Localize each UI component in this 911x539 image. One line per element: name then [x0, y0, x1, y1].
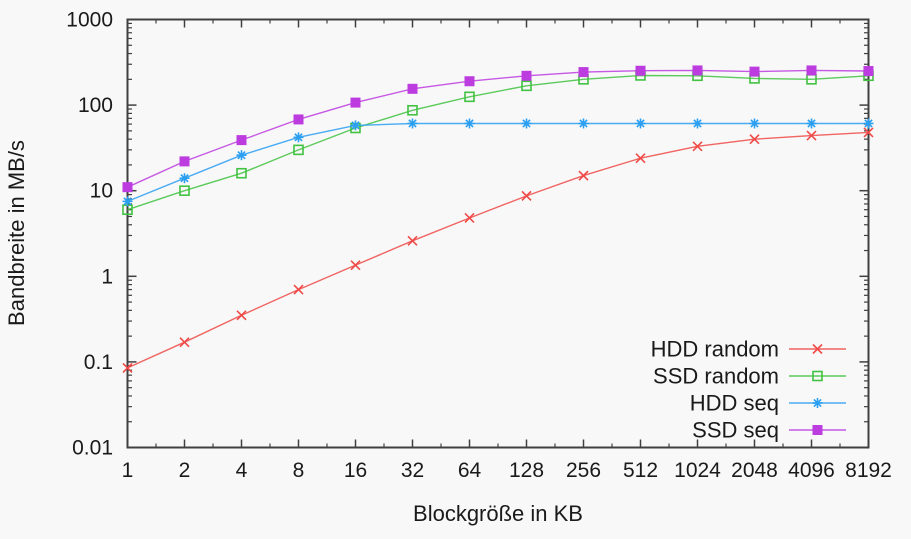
asterisk-marker	[578, 118, 589, 129]
asterisk-marker	[122, 196, 133, 207]
filled-square-marker	[749, 66, 760, 77]
x-tick-label: 16	[344, 459, 367, 482]
open-square-marker	[521, 80, 532, 92]
x-tick-label: 4096	[788, 459, 835, 482]
series-line-hdd-seq	[127, 122, 869, 203]
asterisk-marker	[350, 120, 361, 131]
y-tick-label: 100	[78, 94, 113, 117]
filled-square-marker	[692, 65, 703, 76]
y-axis-title: Bandbreite in MB/s	[4, 140, 29, 326]
asterisk-marker	[863, 118, 874, 129]
filled-square-marker	[350, 97, 361, 108]
open-square-marker	[293, 144, 304, 156]
cross-marker	[749, 134, 760, 145]
x-tick-label: 256	[566, 459, 601, 482]
x-tick-label: 4	[236, 459, 248, 482]
cross-marker	[179, 337, 190, 348]
cross-marker	[635, 153, 646, 164]
filled-square-marker	[293, 114, 304, 125]
cross-marker	[812, 343, 823, 355]
filled-square-marker	[236, 135, 247, 146]
asterisk-marker	[407, 118, 418, 129]
cross-marker	[236, 310, 247, 321]
x-tick-label: 32	[401, 459, 424, 482]
cross-marker	[863, 127, 874, 138]
plot-border	[126, 18, 870, 449]
x-tick-label: 512	[623, 459, 658, 482]
legend-item-ssd-seq: SSD seq	[692, 418, 846, 443]
cross-marker	[122, 362, 133, 374]
filled-square-marker	[863, 66, 874, 77]
cross-marker	[578, 170, 589, 181]
asterisk-marker	[749, 118, 760, 129]
cross-marker	[293, 284, 304, 295]
asterisk-marker	[236, 150, 247, 161]
legend-label-ssd-random: SSD random	[653, 364, 779, 389]
y-tick-label: 1	[101, 265, 113, 288]
asterisk-marker	[812, 398, 823, 408]
asterisk-marker	[521, 118, 532, 129]
legend-label-hdd-random: HDD random	[651, 337, 779, 362]
x-tick-label: 64	[458, 459, 482, 482]
filled-square-marker	[812, 425, 823, 435]
open-square-marker	[236, 167, 247, 179]
legend-label-ssd-seq: SSD seq	[692, 418, 779, 443]
asterisk-marker	[692, 118, 703, 129]
open-square-marker	[179, 185, 190, 196]
asterisk-marker	[464, 118, 475, 129]
legend-item-hdd-random: HDD random	[651, 337, 846, 362]
legend-label-hdd-seq: HDD seq	[690, 391, 779, 416]
asterisk-marker	[179, 173, 190, 184]
filled-square-marker	[521, 70, 532, 81]
legend-item-ssd-random: SSD random	[653, 364, 846, 389]
series-line-ssd-random	[127, 74, 869, 211]
filled-square-marker	[635, 65, 646, 76]
filled-square-marker	[407, 83, 418, 94]
x-tick-label: 1	[122, 459, 134, 482]
filled-square-marker	[464, 76, 475, 87]
y-tick-label: 0.1	[84, 351, 113, 374]
filled-square-marker	[179, 156, 190, 167]
y-tick-label: 0.01	[72, 437, 113, 460]
asterisk-marker	[293, 132, 304, 143]
x-tick-label: 8	[293, 459, 305, 482]
open-square-marker	[407, 104, 418, 116]
cross-marker	[350, 260, 361, 271]
x-tick-label: 8192	[845, 459, 892, 482]
x-tick-label: 2	[179, 459, 191, 482]
asterisk-marker	[806, 118, 817, 129]
filled-square-marker	[122, 182, 133, 193]
cross-marker	[521, 190, 532, 201]
x-axis-title: Blockgröße in KB	[413, 501, 583, 526]
cross-marker	[806, 130, 817, 141]
asterisk-marker	[635, 118, 646, 129]
open-square-marker	[464, 91, 475, 103]
filled-square-marker	[806, 65, 817, 76]
series-line-hdd-random	[127, 131, 869, 369]
cross-marker	[464, 212, 475, 224]
x-tick-label: 2048	[731, 459, 778, 482]
y-tick-label: 10	[90, 180, 113, 203]
x-tick-label: 1024	[674, 459, 721, 482]
open-square-marker	[812, 370, 823, 382]
cross-marker	[407, 235, 418, 246]
legend-item-hdd-seq: HDD seq	[690, 391, 846, 416]
x-tick-label: 128	[509, 459, 544, 482]
filled-square-marker	[578, 67, 589, 78]
y-tick-label: 1000	[66, 9, 113, 32]
series-line-ssd-seq	[127, 69, 869, 188]
cross-marker	[692, 141, 703, 152]
